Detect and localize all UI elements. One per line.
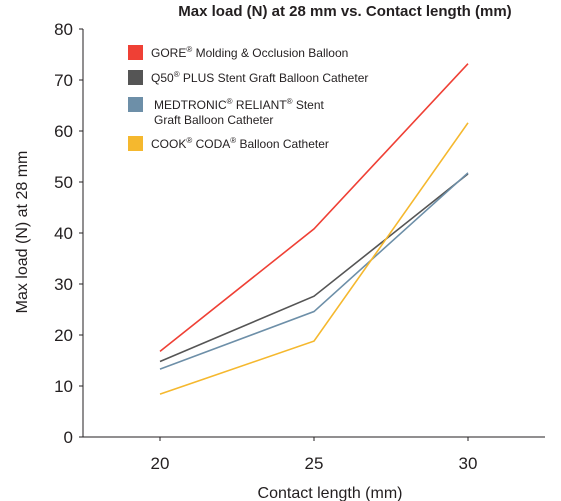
series-line-4 (159, 122, 469, 395)
series-line-2 (159, 173, 469, 363)
y-tick-label: 20 (54, 326, 73, 345)
chart-title: Max load (N) at 28 mm vs. Contact length… (178, 3, 511, 20)
legend-label-1: GORE® Molding & Occlusion Balloon (151, 45, 348, 60)
axes: 0 10 20 30 40 50 60 70 80 20 25 30 (54, 20, 545, 473)
y-axis-label: Max load (N) at 28 mm (14, 151, 31, 314)
y-tick-label: 60 (54, 122, 73, 141)
y-tick-label: 10 (54, 377, 73, 396)
legend-swatch-4 (128, 136, 143, 151)
x-tick-label: 30 (459, 454, 478, 473)
x-tick-label: 20 (151, 454, 170, 473)
series-line-1 (159, 63, 469, 352)
legend-swatch-1 (128, 45, 143, 60)
series-line-3 (159, 172, 469, 370)
y-tick-label: 0 (64, 428, 73, 447)
x-axis-label: Contact length (mm) (258, 485, 403, 501)
legend-label-3: Graft Balloon Catheter (154, 113, 273, 127)
y-tick-label: 50 (54, 173, 73, 192)
y-tick-label: 70 (54, 71, 73, 90)
x-tick-label: 25 (305, 454, 324, 473)
legend-swatch-3 (128, 97, 143, 112)
legend-label-2: Q50® PLUS Stent Graft Balloon Catheter (151, 70, 368, 85)
y-tick-label: 40 (54, 224, 73, 243)
y-tick-label: 30 (54, 275, 73, 294)
y-tick-label: 80 (54, 20, 73, 39)
legend-label-3: MEDTRONIC® RELIANT® Stent (154, 97, 325, 112)
legend: GORE® Molding & Occlusion Balloon Q50® PL… (128, 45, 368, 151)
series-lines (159, 63, 469, 395)
legend-label-4: COOK® CODA® Balloon Catheter (151, 136, 329, 151)
legend-swatch-2 (128, 70, 143, 85)
